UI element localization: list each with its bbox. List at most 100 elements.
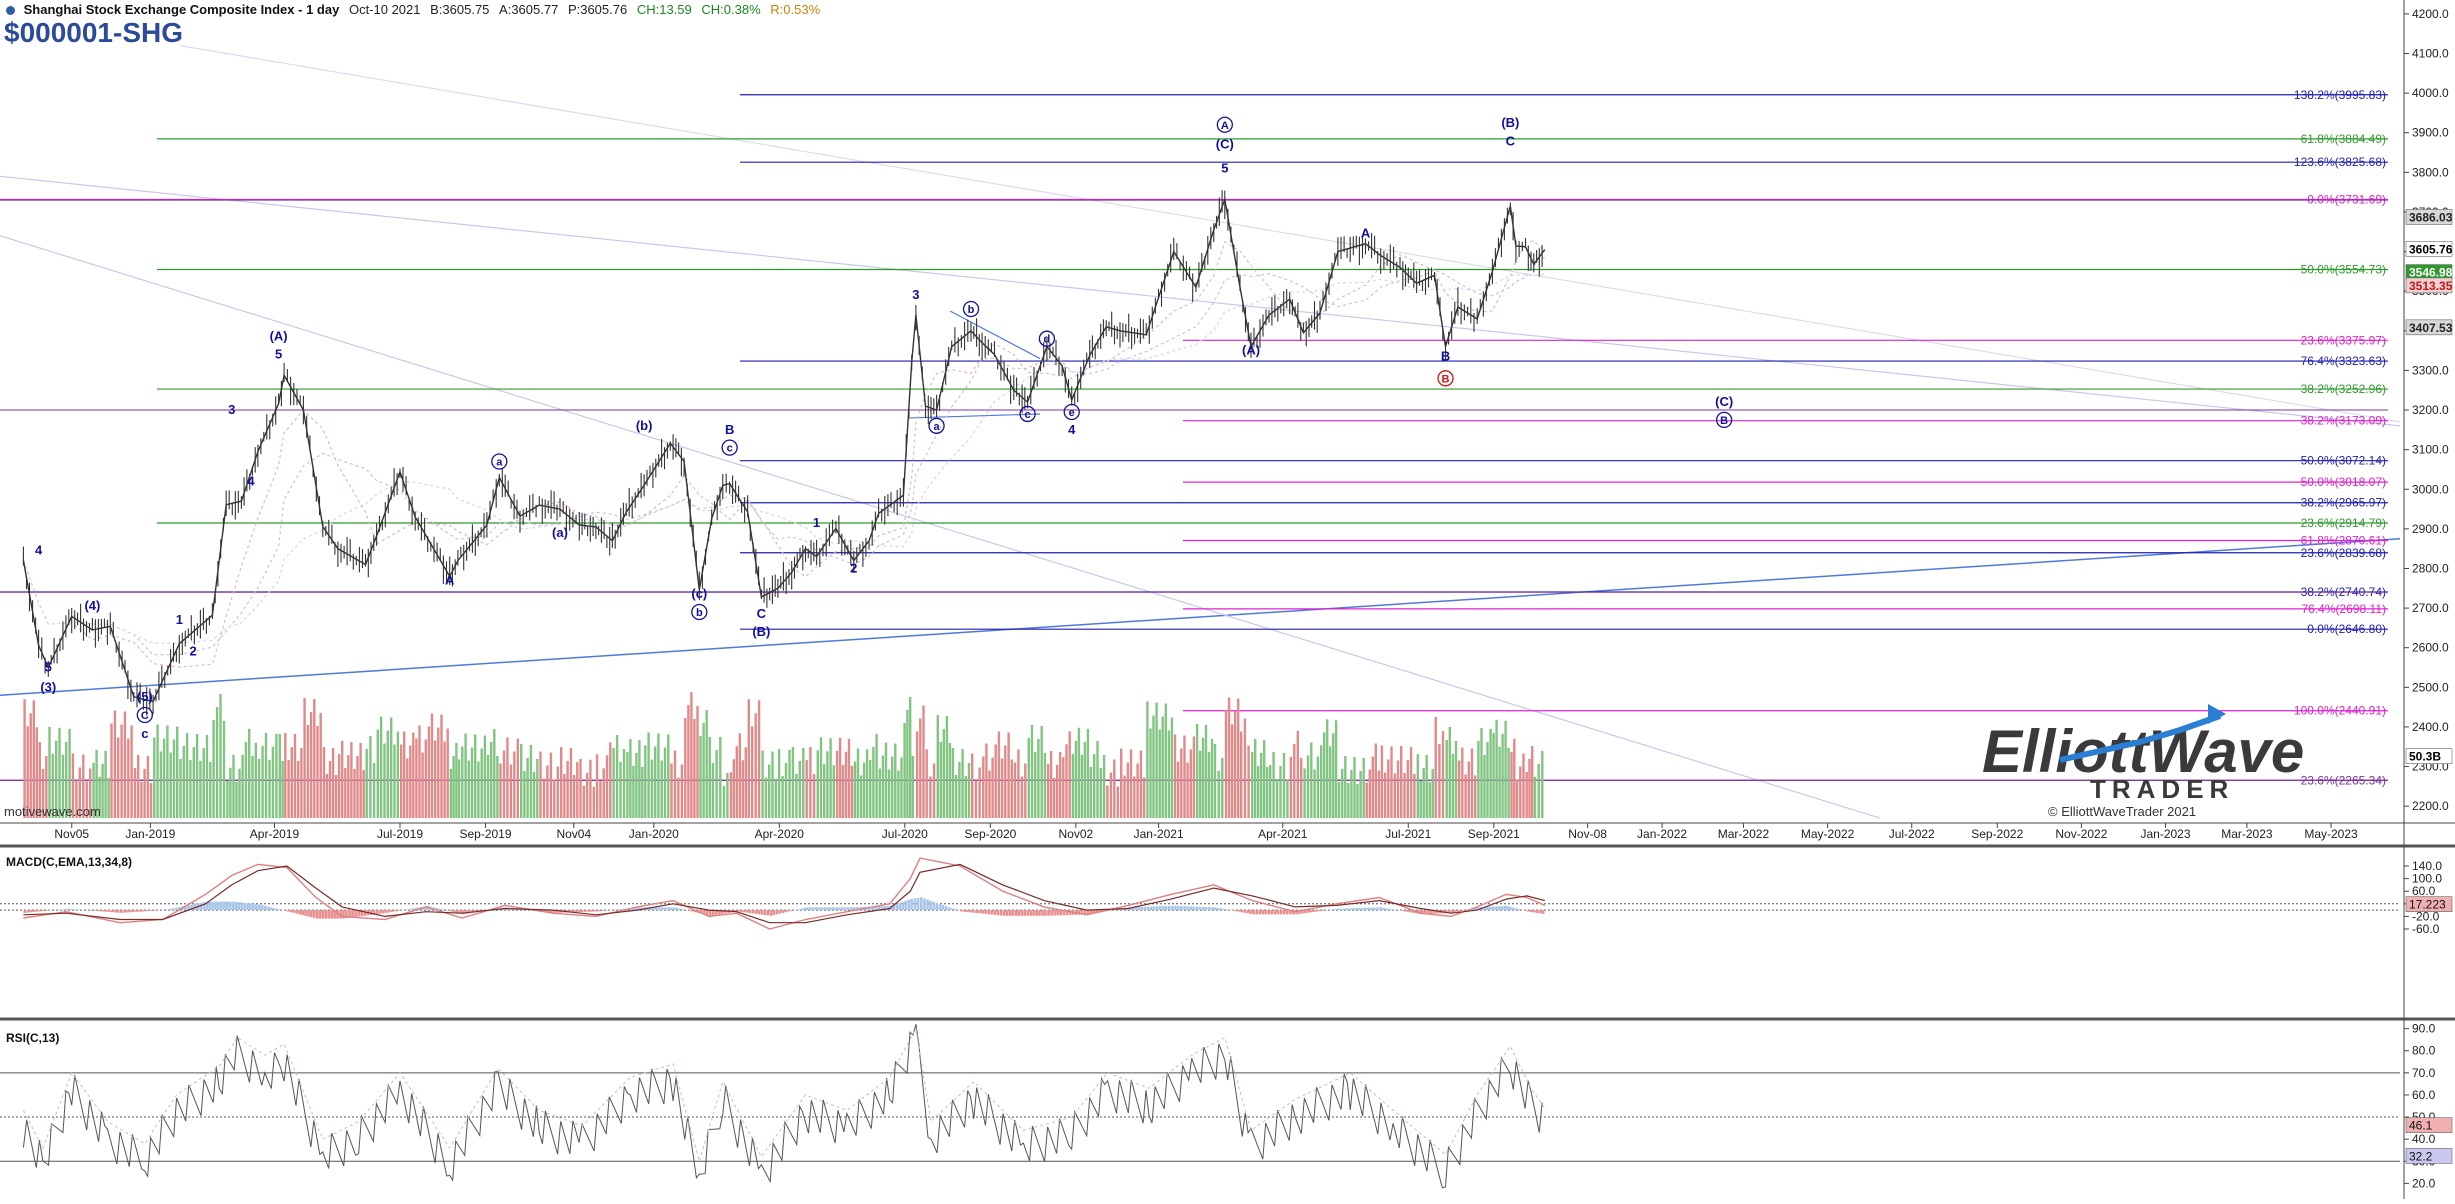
volume-bar: [1090, 767, 1092, 818]
macd-histogram-bar: [975, 910, 978, 913]
volume-bar: [383, 744, 385, 819]
macd-histogram-bar: [945, 906, 948, 910]
macd-histogram-bar: [313, 910, 316, 918]
volume-bar: [955, 775, 957, 818]
macd-histogram-bar: [1382, 908, 1385, 910]
volume-bar: [120, 725, 122, 819]
macd-histogram-bar: [78, 910, 81, 911]
macd-histogram-bar: [779, 910, 782, 914]
macd-histogram-bar: [1307, 910, 1310, 913]
volume-bar: [593, 787, 595, 818]
volume-bar: [248, 729, 250, 818]
volume-bar: [1353, 757, 1355, 818]
wave-label: B: [1441, 349, 1450, 364]
macd-histogram-bar: [835, 907, 838, 910]
volume-bar: [284, 733, 286, 818]
volume-bar: [1480, 728, 1482, 818]
wave-label: a: [933, 421, 940, 433]
volume-bar: [1461, 748, 1463, 819]
volume-bar: [842, 765, 844, 818]
macd-histogram-bar: [1337, 909, 1340, 910]
macd-histogram-bar: [991, 910, 994, 915]
volume-bar: [654, 747, 656, 819]
volume-bar: [958, 762, 960, 818]
macd-histogram-bar: [764, 910, 767, 915]
volume-bar: [1452, 754, 1454, 818]
volume-bar: [335, 775, 337, 818]
macd-histogram-bar: [120, 910, 123, 913]
volume-bar: [965, 776, 967, 818]
macd-histogram-bar: [96, 910, 99, 911]
macd-histogram-bar: [899, 903, 902, 910]
volume-bar: [1251, 752, 1253, 818]
macd-histogram-bar: [1518, 909, 1521, 910]
volume-bar: [539, 752, 541, 819]
macd-histogram-bar: [841, 907, 844, 910]
macd-histogram-bar: [1168, 906, 1171, 910]
wave-label: B: [1442, 373, 1450, 385]
volume-bar: [1123, 776, 1125, 819]
macd-panel: MACD(C,EMA,13,34,8)140.0100.060.020.0-20…: [0, 855, 2452, 936]
macd-histogram-bar: [123, 910, 126, 913]
volume-bar: [836, 751, 838, 818]
y-tick-label: 3200.0: [2412, 403, 2449, 417]
volume-bar: [1341, 769, 1343, 818]
macd-histogram-bar: [1202, 907, 1205, 910]
macd-histogram-bar: [1355, 908, 1358, 910]
macd-histogram-bar: [682, 909, 685, 910]
fib-label: 76.4%(3323.63): [2301, 354, 2386, 368]
fib-label: 100.0%(2440.91): [2294, 704, 2386, 718]
volume-bar: [1113, 760, 1115, 819]
volume-bar: [833, 765, 835, 818]
volume-bar: [1155, 703, 1157, 819]
volume-bar: [452, 756, 454, 818]
wave-label: b: [968, 304, 975, 316]
wave-label: b: [696, 607, 703, 619]
macd-histogram-bar: [391, 910, 394, 912]
volume-bar: [1120, 749, 1122, 819]
macd-histogram-bar: [261, 905, 264, 910]
volume-bar: [1303, 769, 1305, 819]
macd-histogram-bar: [1515, 908, 1518, 910]
macd-histogram-bar: [1177, 906, 1180, 910]
volume-bar: [879, 769, 881, 819]
x-tick-label: Sep-2020: [964, 827, 1016, 841]
macd-histogram-bar: [1235, 910, 1238, 911]
macd-histogram-bar: [411, 908, 414, 910]
volume-bar: [163, 739, 165, 819]
x-tick-label: Apr-2020: [755, 827, 805, 841]
volume-bar: [1381, 746, 1383, 819]
volume-bar: [623, 749, 625, 818]
volume-bar: [1356, 784, 1358, 818]
wave-label: (5): [137, 689, 153, 704]
macd-histogram-bar: [788, 910, 791, 911]
volume-bar: [1417, 754, 1419, 818]
macd-histogram-bar: [746, 910, 749, 913]
x-tick-label: Nov04: [556, 827, 591, 841]
volume-bar: [872, 747, 874, 818]
macd-histogram-bar: [36, 910, 39, 912]
macd-histogram-bar: [1358, 908, 1361, 910]
volume-bar: [390, 718, 392, 819]
volume-bar: [991, 758, 993, 819]
macd-histogram-bar: [241, 903, 244, 911]
volume-bar: [1435, 717, 1437, 818]
volume-bar: [751, 726, 753, 818]
wave-label: a: [496, 456, 503, 468]
macd-histogram-bar: [1241, 910, 1244, 912]
status-dot-icon: [6, 6, 15, 15]
volume-bar: [268, 760, 270, 818]
y-tick-label: 90.0: [2412, 1022, 2436, 1036]
fib-label: 123.6%(3825.68): [2294, 155, 2386, 169]
volume-bar: [415, 739, 417, 819]
macd-histogram-bar: [1009, 910, 1012, 916]
volume-bar: [387, 731, 389, 819]
macd-histogram-bar: [330, 910, 333, 919]
macd-histogram-bar: [896, 904, 899, 910]
volume-bar: [885, 743, 887, 819]
macd-histogram-bar: [963, 910, 966, 912]
volume-bar: [687, 705, 689, 818]
macd-histogram-bar: [1454, 910, 1457, 912]
volume-bar: [474, 735, 476, 819]
macd-histogram-bar: [450, 910, 453, 911]
